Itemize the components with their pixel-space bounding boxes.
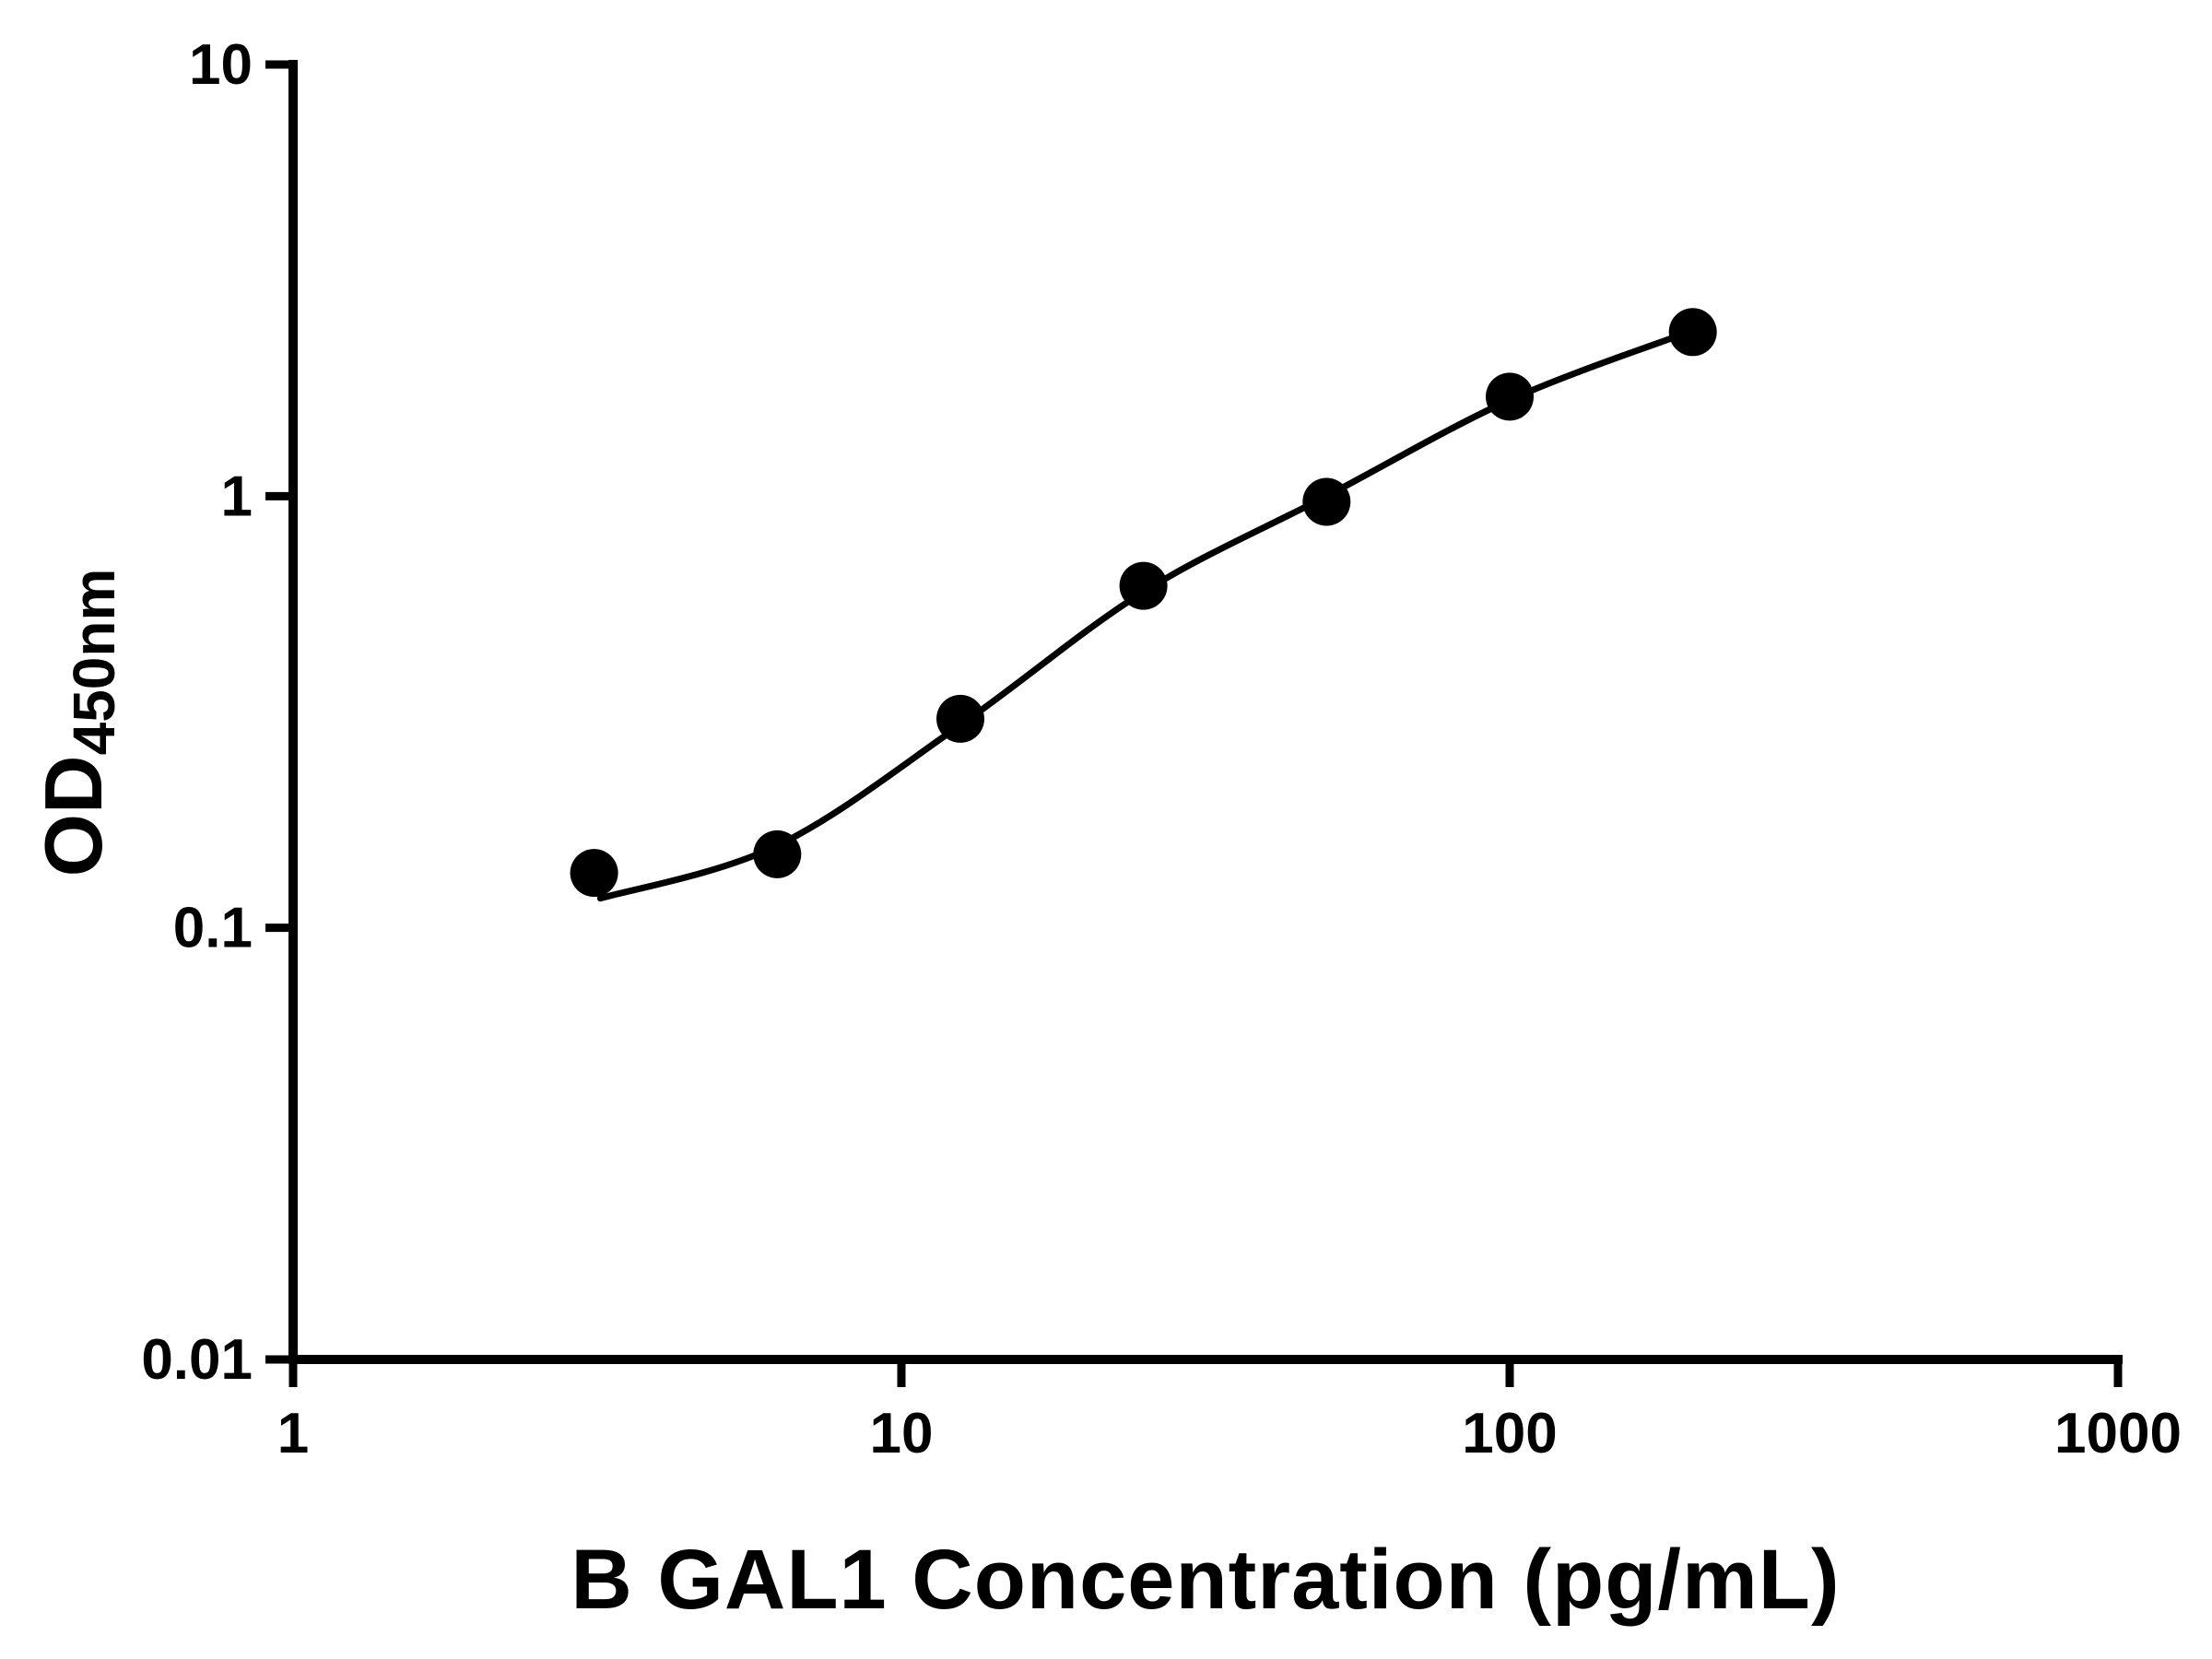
data-point <box>936 694 984 743</box>
data-point <box>753 830 802 878</box>
x-tick-label: 100 <box>1462 1402 1557 1465</box>
y-axis-title: OD450nm <box>27 569 128 877</box>
data-points <box>570 308 1717 898</box>
y-tick-label: 1 <box>221 465 253 528</box>
x-tick-label: 1000 <box>2054 1402 2182 1465</box>
data-point <box>1119 561 1168 610</box>
y-tick-label: 10 <box>189 33 253 97</box>
x-tick-label: 1 <box>277 1402 309 1465</box>
y-axis-title-subscript: 450nm <box>61 568 128 756</box>
x-tick-label: 10 <box>870 1402 934 1465</box>
data-point <box>1486 372 1534 421</box>
data-point <box>1668 308 1717 357</box>
y-axis-title-main: OD <box>27 755 119 877</box>
fit-curve <box>596 327 1697 902</box>
x-axis-tick-labels: 1 10 100 1000 <box>277 1402 2182 1465</box>
y-tick-label: 0.01 <box>141 1328 253 1392</box>
x-axis-title: B GAL1 Concentration (pg/mL) <box>571 1533 1841 1627</box>
axis-spines <box>288 60 2123 1364</box>
y-axis-ticks <box>265 60 293 1364</box>
data-point <box>570 849 618 898</box>
x-axis-ticks <box>288 1359 2123 1387</box>
data-point <box>1302 477 1351 526</box>
y-tick-label: 0.1 <box>173 897 253 960</box>
y-axis-tick-labels: 0.01 0.1 1 10 <box>141 33 253 1392</box>
